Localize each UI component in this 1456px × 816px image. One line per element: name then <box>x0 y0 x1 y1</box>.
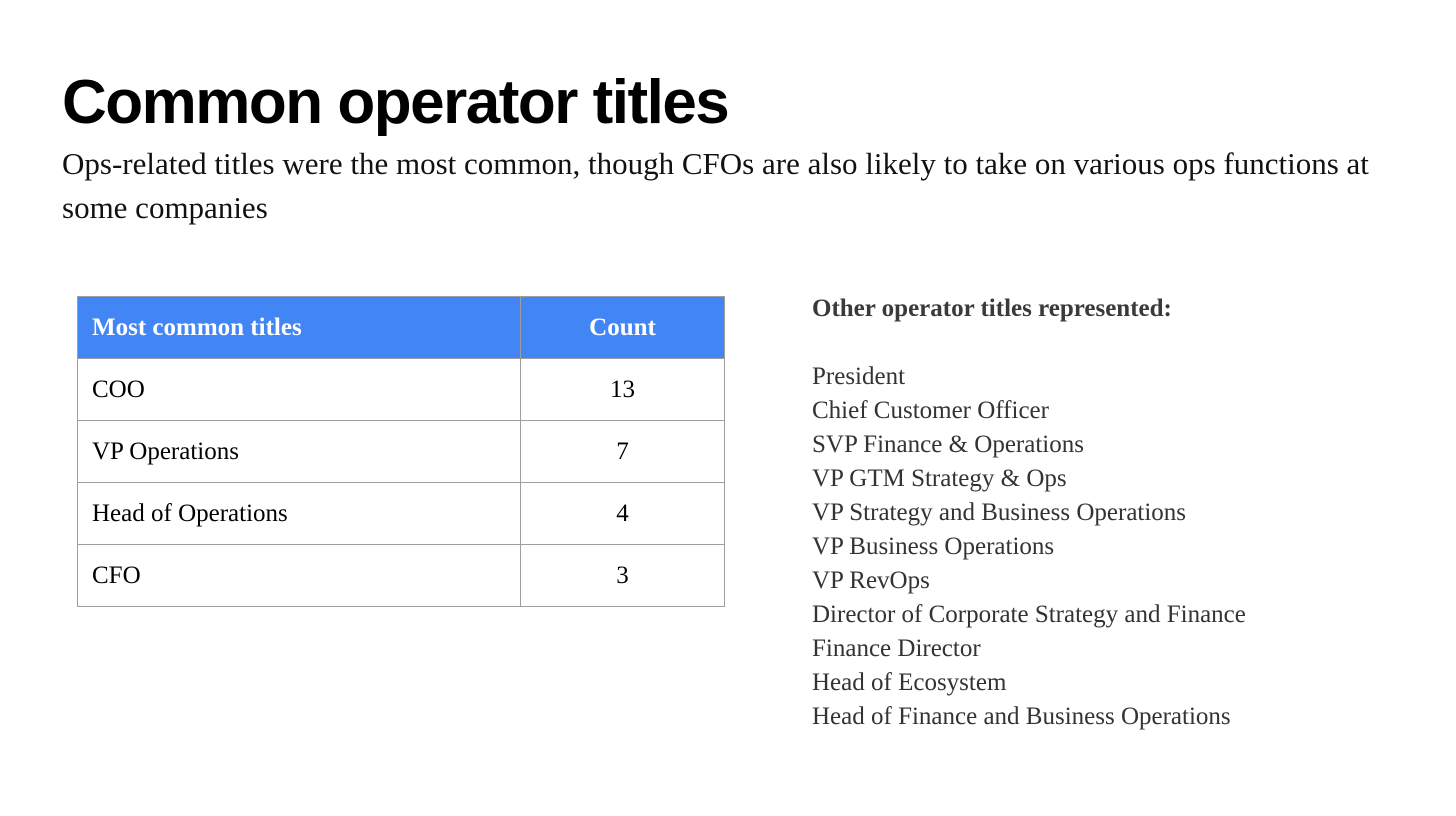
count-cell: 7 <box>520 420 725 483</box>
table-row: Head of Operations 4 <box>77 482 725 545</box>
title-cell: Head of Operations <box>77 482 521 545</box>
other-titles-section: Other operator titles represented: Presi… <box>812 292 1246 734</box>
title-cell: VP Operations <box>77 420 521 483</box>
list-item: Director of Corporate Strategy and Finan… <box>812 601 1246 628</box>
list-item: VP RevOps <box>812 567 930 594</box>
table-row: VP Operations 7 <box>77 420 725 483</box>
table-row: CFO 3 <box>77 544 725 607</box>
list-item: Head of Ecosystem <box>812 669 1007 696</box>
slide-subtitle: Ops-related titles were the most common,… <box>62 146 1369 225</box>
table-row: COO 13 <box>77 358 725 421</box>
other-titles-list: President Chief Customer Officer SVP Fin… <box>812 360 1246 734</box>
count-cell: 3 <box>520 544 725 607</box>
list-item: President <box>812 363 906 390</box>
header-count: Count <box>520 296 725 359</box>
count-cell: 4 <box>520 482 725 545</box>
other-titles-heading: Other operator titles represented: <box>812 295 1172 322</box>
count-cell: 13 <box>520 358 725 421</box>
list-item: VP Business Operations <box>812 533 1055 560</box>
list-item: VP GTM Strategy & Ops <box>812 465 1067 492</box>
list-item: Chief Customer Officer <box>812 397 1049 424</box>
title-cell: CFO <box>77 544 521 607</box>
common-titles-table: Most common titles Count COO 13 VP Opera… <box>77 296 725 607</box>
header-most-common-titles: Most common titles <box>77 296 521 359</box>
list-item: VP Strategy and Business Operations <box>812 499 1187 526</box>
list-item: Finance Director <box>812 635 981 662</box>
list-item: Head of Finance and Business Operations <box>812 703 1231 730</box>
table-header-row: Most common titles Count <box>77 296 725 359</box>
title-cell: COO <box>77 358 521 421</box>
list-item: SVP Finance & Operations <box>812 431 1084 458</box>
slide-title: Common operator titles <box>62 68 730 137</box>
